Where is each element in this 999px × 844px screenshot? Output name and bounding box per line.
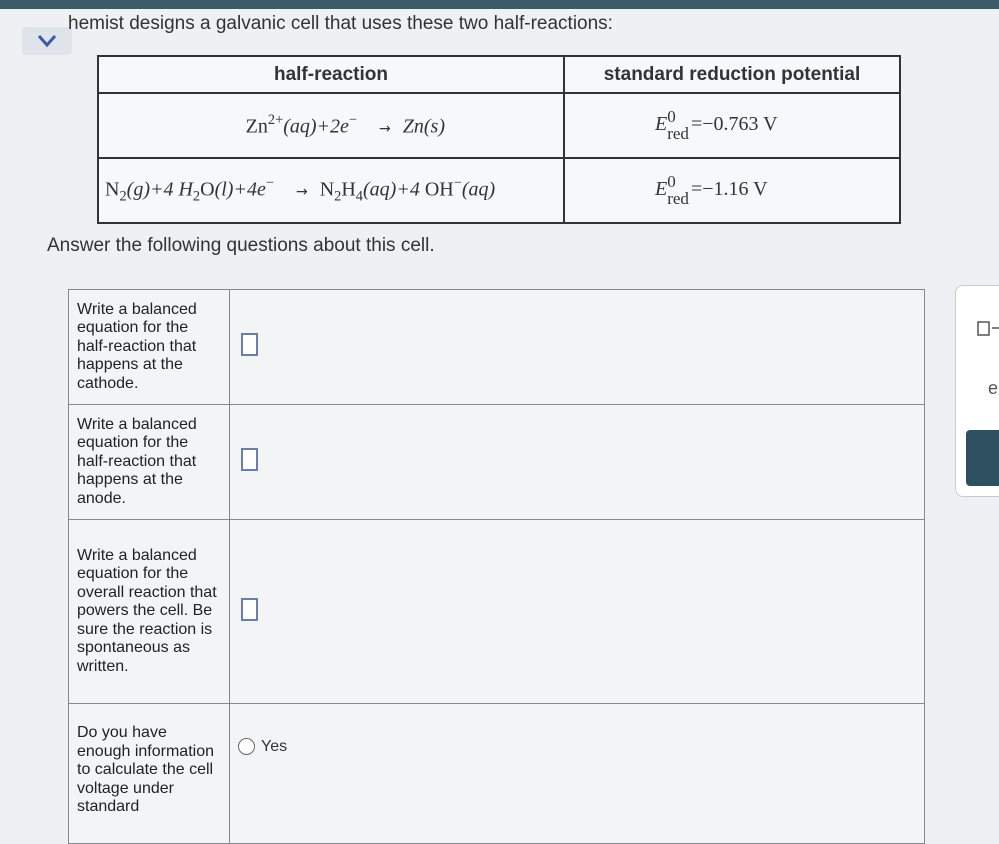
side-label: e [988, 378, 999, 398]
half-reaction: Zn2+(aq)+2e− → Zn(s) [97, 92, 565, 159]
formula-part: (g)+4 H [126, 178, 193, 201]
question-title: hemist designs a galvanic cell that uses… [68, 13, 613, 34]
question-row: Do you have enough information to calcul… [68, 703, 925, 844]
formula-part: =−1.16 V [690, 178, 768, 201]
formula-part: → [379, 120, 391, 137]
formula-part: 4 [355, 188, 363, 205]
formula-part: − [348, 112, 358, 129]
question-text: Do you have enough information to calcul… [68, 703, 230, 844]
reaction-table: half-reaction standard reduction potenti… [97, 55, 901, 224]
chevron-icon [37, 35, 57, 48]
sup-sub-stack: 0 red [667, 172, 689, 208]
question-row: Write a balanced equation for the half-r… [68, 289, 925, 405]
question-text: Write a balanced equation for the half-r… [68, 289, 230, 405]
half-reaction: N2(g)+4 H2O(l)+4e−→ N2H4(aq)+4 OH−(aq) [97, 157, 565, 224]
formula-part: Zn(s) [402, 115, 445, 138]
formula-part: =−0.763 V [690, 113, 778, 136]
option-label: Yes [261, 738, 288, 755]
reduction-potential: E 0 red =−0.763 V [563, 92, 901, 159]
subscript: red [667, 123, 689, 143]
table-row: Zn2+(aq)+2e− → Zn(s) E 0 red =−0.763 V [97, 92, 901, 159]
answer-cell [229, 519, 925, 704]
answer-box[interactable] [241, 597, 258, 621]
radio-button[interactable] [238, 738, 255, 756]
formula-part: 2 [192, 188, 201, 205]
formula-part: − [265, 175, 274, 192]
top-bar [0, 0, 999, 9]
question-text: Write a balanced equation for the half-r… [68, 404, 230, 520]
formula-part: H [341, 178, 356, 201]
formula-part: (aq)+2e [283, 115, 349, 138]
prompt: Answer the following questions about thi… [47, 235, 435, 256]
formula-part: E [655, 113, 668, 136]
column-header: half-reaction [97, 55, 565, 94]
formula-part: 2 [119, 188, 127, 205]
answer-box[interactable] [241, 333, 258, 356]
radio-option[interactable]: Yes [238, 738, 288, 756]
superscript: 0 [667, 172, 676, 192]
formula-part: N [105, 178, 120, 201]
formula-part: 2 [334, 188, 342, 205]
question-row: Write a balanced equation for the half-r… [68, 404, 925, 520]
sup-sub-stack: 0 red [667, 107, 689, 143]
subscript: red [667, 188, 689, 208]
formula-part: 2+ [267, 112, 284, 129]
formula-part: E [655, 178, 668, 201]
formula-part: Zn [245, 115, 268, 138]
answer-box[interactable] [241, 448, 258, 471]
question-row: Write a balanced equation for the overal… [68, 519, 925, 704]
question-text: Write a balanced equation for the overal… [68, 519, 230, 704]
formula-part: OH [424, 178, 454, 201]
answer-table: Write a balanced equation for the half-r… [68, 289, 925, 844]
formula-part: → [295, 183, 308, 200]
formula-part: O [200, 178, 215, 201]
formula-part: − [453, 175, 462, 192]
formula-part: (aq)+4 [363, 178, 425, 201]
answer-cell [229, 404, 925, 520]
side-button[interactable] [966, 430, 999, 486]
formula-part: N [319, 178, 335, 201]
table-row: N2(g)+4 H2O(l)+4e−→ N2H4(aq)+4 OH−(aq) E 0 r… [97, 157, 901, 224]
superscript: 0 [667, 107, 676, 127]
tool-icon[interactable] [976, 314, 999, 344]
collapse-button[interactable] [22, 27, 72, 55]
reduction-potential: E 0 red =−1.16 V [563, 157, 901, 224]
answer-cell [229, 289, 925, 405]
answer-cell: Yes [229, 703, 925, 844]
formula-part: (aq) [461, 178, 496, 201]
column-header: standard reduction potential [563, 55, 901, 94]
formula-part: (l)+4e [214, 178, 266, 201]
